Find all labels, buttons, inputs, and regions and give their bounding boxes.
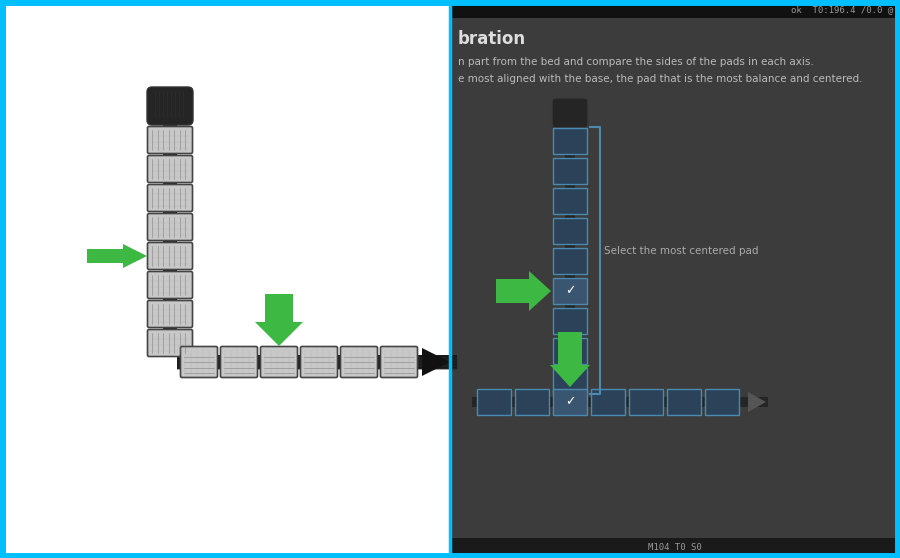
FancyBboxPatch shape	[220, 347, 257, 378]
Polygon shape	[550, 332, 590, 387]
Bar	[553, 338, 587, 364]
Bar	[553, 188, 587, 214]
Polygon shape	[496, 271, 551, 311]
Bar	[553, 308, 587, 334]
Polygon shape	[87, 244, 147, 268]
Bar	[553, 218, 587, 244]
FancyBboxPatch shape	[301, 347, 338, 378]
Bar	[450, 0, 900, 18]
FancyBboxPatch shape	[148, 156, 193, 182]
FancyBboxPatch shape	[340, 347, 377, 378]
Bar	[553, 389, 587, 415]
Text: n part from the bed and compare the sides of the pads in each axis.: n part from the bed and compare the side…	[458, 57, 814, 67]
FancyBboxPatch shape	[148, 301, 193, 328]
FancyBboxPatch shape	[148, 185, 193, 211]
Bar	[163, 98, 177, 355]
Bar	[515, 389, 549, 415]
Bar	[450, 538, 900, 558]
Bar	[553, 128, 587, 154]
Bar	[591, 389, 625, 415]
Bar	[705, 389, 739, 415]
FancyBboxPatch shape	[552, 98, 588, 128]
Bar	[553, 158, 587, 184]
Text: ✓: ✓	[565, 396, 575, 408]
Bar	[667, 389, 701, 415]
Bar	[477, 389, 511, 415]
Bar	[450, 0, 900, 558]
Text: ok  T0:196.4 /0.0 @: ok T0:196.4 /0.0 @	[791, 6, 893, 15]
Text: Select the most centered pad: Select the most centered pad	[604, 246, 759, 256]
Bar	[629, 389, 663, 415]
Text: ✓: ✓	[565, 285, 575, 297]
Bar	[553, 368, 587, 394]
FancyBboxPatch shape	[148, 272, 193, 299]
Bar	[472, 397, 768, 407]
FancyBboxPatch shape	[148, 243, 193, 270]
Polygon shape	[255, 294, 303, 346]
Bar	[553, 248, 587, 274]
Text: M104 T0 S0: M104 T0 S0	[648, 543, 702, 552]
Polygon shape	[748, 392, 766, 412]
FancyBboxPatch shape	[147, 87, 193, 125]
FancyBboxPatch shape	[148, 127, 193, 153]
Text: e most aligned with the base, the pad that is the most balance and centered.: e most aligned with the base, the pad th…	[458, 74, 862, 84]
Text: bration: bration	[458, 30, 526, 48]
Polygon shape	[422, 348, 450, 376]
FancyBboxPatch shape	[381, 347, 418, 378]
FancyBboxPatch shape	[260, 347, 298, 378]
FancyBboxPatch shape	[148, 214, 193, 240]
Bar	[0, 0, 450, 558]
Bar	[553, 278, 587, 304]
FancyBboxPatch shape	[148, 330, 193, 357]
Bar	[565, 128, 575, 394]
Bar	[177, 355, 457, 369]
FancyBboxPatch shape	[181, 347, 218, 378]
